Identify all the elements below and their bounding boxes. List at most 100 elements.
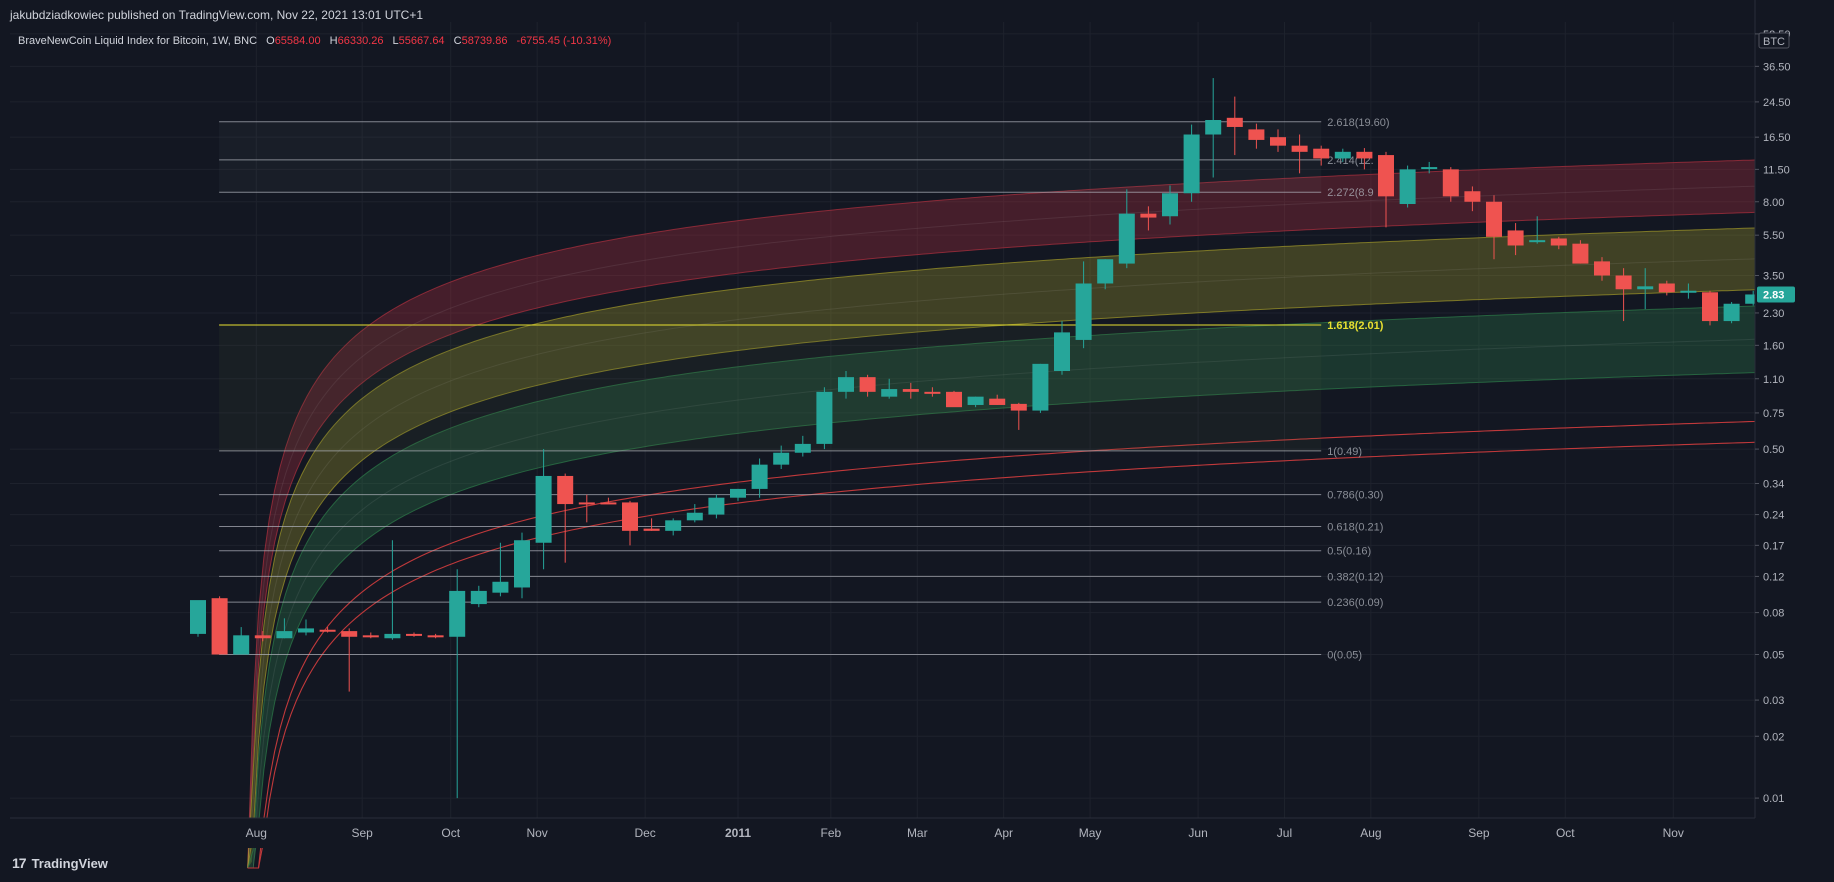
candle (600, 497, 617, 505)
price-tick-label: 1.10 (1763, 374, 1784, 386)
candle-body (1248, 129, 1265, 140)
candle (1421, 161, 1438, 174)
candle (1205, 78, 1222, 178)
candle-body (1291, 145, 1308, 152)
candle (1486, 195, 1502, 260)
candle-body (233, 635, 250, 655)
candle-body (1054, 332, 1070, 371)
candle-body (730, 488, 746, 498)
candle (1140, 206, 1157, 231)
candle (1162, 185, 1178, 225)
fib-label: 2.272(8.9 (1327, 187, 1373, 199)
price-axis[interactable]: 52.5036.5024.5016.5011.508.005.503.502.3… (1754, 0, 1834, 818)
fib-label: 0.236(0.09) (1327, 597, 1383, 609)
band-red-mid (247, 183, 1834, 869)
candle (406, 632, 422, 637)
candle-body (1356, 151, 1373, 159)
candle (492, 542, 509, 597)
candle (1075, 261, 1092, 349)
candle-body (1097, 259, 1114, 284)
support-line (247, 418, 1834, 869)
fib-label: 0.382(0.12) (1327, 571, 1383, 583)
candle-body (1615, 275, 1632, 290)
candle (1378, 151, 1394, 228)
price-tick-label: 0.02 (1763, 731, 1784, 743)
candle-body (276, 631, 293, 639)
candle-body (1162, 193, 1178, 217)
candle (924, 387, 941, 397)
candle-body (1205, 120, 1222, 135)
candle (578, 494, 595, 523)
candle-body (773, 452, 790, 465)
time-axis-bg (0, 818, 1834, 848)
candle (1226, 96, 1243, 156)
time-tick-label: Sep (351, 826, 373, 840)
close-label: C (453, 35, 462, 47)
candle-body (1334, 151, 1351, 159)
candle-body (1658, 283, 1675, 293)
band-yellow (247, 225, 1834, 868)
price-tick-label: 0.12 (1763, 571, 1784, 583)
candle-body (1723, 303, 1740, 322)
high-label: H (329, 35, 338, 47)
candle-body (190, 600, 206, 634)
candle-body (989, 398, 1006, 405)
candle (946, 390, 962, 408)
candle-body (1702, 292, 1718, 322)
band-green (247, 303, 1834, 868)
time-axis[interactable]: Aug Sep Oct Nov Dec 2011 Feb Mar Apr May Jun Jul Aug… (0, 817, 1834, 848)
candle (1442, 167, 1459, 202)
candle-body (859, 377, 876, 392)
candle (794, 435, 811, 457)
band-yellow-mid (247, 255, 1834, 869)
fibonacci-levels: 2.618(19.60)2.414(12.2.272(8.91.618(2.01… (219, 117, 1390, 662)
fib-zone-upper (219, 121, 1322, 193)
high-value: 66330.26 (337, 35, 384, 47)
fib-label: 0.618(0.21) (1327, 521, 1383, 533)
candle-body (643, 528, 660, 531)
footer[interactable]: 17 TradingView (12, 855, 108, 871)
candle-body (341, 631, 358, 637)
candle-body (362, 635, 379, 638)
candle (1118, 189, 1135, 269)
candle (665, 518, 682, 536)
price-tick-label: 0.01 (1763, 793, 1784, 805)
candle (838, 370, 854, 399)
candle (1334, 148, 1351, 162)
time-tick-label: Feb (821, 826, 842, 840)
price-tick-label: 0.03 (1763, 695, 1784, 707)
candle (967, 396, 984, 408)
candle-body (665, 520, 682, 531)
price-tick-label: 24.50 (1763, 97, 1791, 109)
candle-body (1442, 169, 1459, 197)
time-tick-label: Oct (441, 826, 460, 840)
currency-label: BTC (1763, 36, 1785, 48)
candle-body (1486, 201, 1502, 237)
candle (1270, 129, 1286, 152)
price-tick-label: 2.30 (1763, 308, 1784, 320)
candle (1183, 124, 1200, 202)
candle-body (794, 443, 811, 453)
candle-body (1464, 191, 1481, 202)
candle (751, 458, 768, 498)
price-axis-bg (1755, 0, 1834, 818)
candle (449, 569, 466, 799)
band-yellow-lower (247, 286, 1834, 869)
publisher-caption: jakubdziadkowiec published on TradingVie… (10, 8, 424, 22)
fib-label: 1.618(2.01) (1327, 320, 1384, 332)
candle (557, 473, 574, 563)
current-price-badge (1757, 286, 1795, 303)
candle (1550, 236, 1567, 250)
candle-body (1118, 213, 1135, 264)
candle-body (1680, 290, 1697, 293)
candle-body (1399, 169, 1416, 205)
candle (1507, 223, 1524, 256)
band-green-upper (247, 303, 1834, 869)
close-value: 58739.86 (461, 35, 508, 47)
candle (859, 374, 876, 397)
price-tick-label: 11.50 (1763, 164, 1790, 176)
candle (319, 627, 336, 633)
price-tick-label: 0.17 (1763, 540, 1784, 552)
tradingview-logo-icon: 17 (12, 855, 27, 871)
